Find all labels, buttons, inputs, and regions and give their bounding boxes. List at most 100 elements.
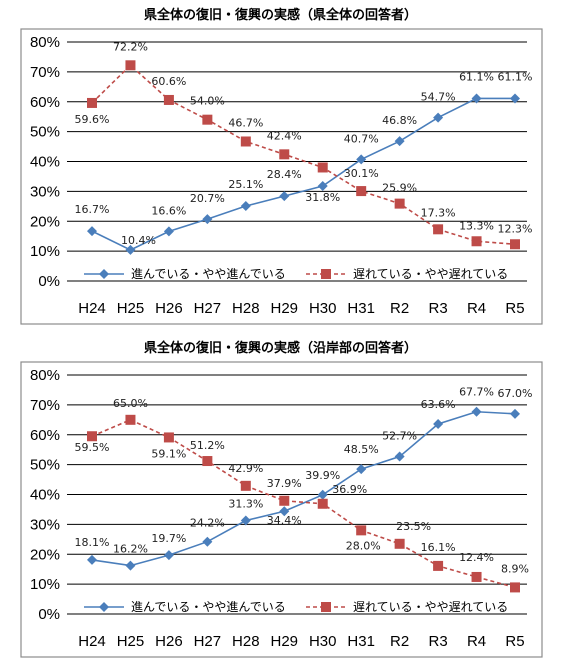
data-point: [433, 560, 444, 571]
data-point: [394, 136, 405, 147]
data-label: 34.4%: [267, 514, 302, 527]
data-label: 28.4%: [267, 168, 302, 181]
data-label: 37.9%: [267, 477, 302, 490]
data-point: [163, 94, 174, 105]
data-point: [433, 224, 444, 235]
data-point: [510, 239, 520, 250]
y-tick-label: 70%: [30, 64, 60, 81]
data-point: [87, 554, 97, 565]
data-label: 25.9%: [382, 182, 417, 195]
data-label: 19.7%: [151, 532, 186, 545]
data-point: [471, 93, 482, 104]
y-tick-label: 30%: [30, 516, 60, 533]
data-label: 48.5%: [344, 443, 379, 456]
data-label: 72.2%: [113, 40, 148, 53]
y-tick-label: 50%: [30, 457, 60, 474]
data-label: 16.2%: [113, 543, 148, 556]
data-point: [356, 464, 367, 475]
x-tick-label: H25: [117, 633, 145, 650]
data-point: [202, 114, 213, 125]
x-tick-label: H27: [194, 633, 222, 650]
data-point: [240, 480, 251, 491]
data-label: 40.7%: [344, 132, 379, 145]
x-tick-label: H31: [347, 300, 375, 317]
data-point: [317, 489, 328, 500]
legend-marker: [321, 602, 331, 612]
y-tick-label: 10%: [30, 243, 60, 260]
y-tick-label: 20%: [30, 546, 60, 563]
data-label: 12.3%: [498, 222, 533, 235]
data-label: 59.1%: [151, 447, 186, 460]
data-point: [433, 112, 444, 123]
legend-marker: [321, 269, 331, 279]
x-tick-label: H30: [309, 633, 337, 650]
data-label: 24.2%: [190, 517, 225, 530]
data-label: 65.0%: [113, 397, 148, 410]
x-tick-label: R2: [390, 633, 409, 650]
chart-title-coastal: 県全体の復旧・復興の実感（沿岸部の回答者）: [143, 341, 417, 356]
data-point: [125, 60, 136, 71]
data-label: 17.3%: [421, 206, 456, 219]
data-label: 54.0%: [190, 95, 225, 108]
x-tick-label: H27: [194, 300, 222, 317]
data-label: 25.1%: [228, 178, 263, 191]
data-label: 28.0%: [346, 539, 381, 552]
data-point: [356, 525, 367, 536]
data-label: 8.9%: [501, 562, 529, 575]
x-tick-label: R3: [428, 300, 447, 317]
data-point: [125, 414, 136, 425]
data-point: [240, 201, 251, 212]
data-point: [471, 236, 482, 247]
x-tick-label: H28: [232, 300, 260, 317]
y-tick-label: 30%: [30, 183, 60, 200]
data-label: 12.4%: [459, 551, 494, 564]
data-point: [163, 432, 174, 443]
x-tick-label: R3: [428, 633, 447, 650]
x-tick-label: H26: [155, 300, 183, 317]
data-label: 51.2%: [190, 439, 225, 452]
x-tick-label: H29: [271, 300, 299, 317]
data-point: [125, 244, 136, 255]
data-label: 46.8%: [382, 114, 417, 127]
y-tick-label: 40%: [30, 487, 60, 504]
x-tick-label: H24: [78, 633, 106, 650]
y-tick-label: 10%: [30, 576, 60, 593]
data-point: [87, 97, 97, 108]
data-label: 42.9%: [228, 462, 263, 475]
data-label: 67.7%: [459, 386, 494, 399]
data-point: [279, 506, 290, 517]
data-label: 16.7%: [75, 203, 110, 216]
x-tick-label: H24: [78, 300, 106, 317]
data-point: [163, 550, 174, 561]
data-label: 61.1%: [459, 70, 494, 83]
x-tick-label: R5: [505, 300, 524, 317]
data-point: [279, 495, 290, 506]
y-tick-label: 0%: [38, 273, 60, 290]
y-tick-label: 50%: [30, 124, 60, 141]
legend-label: 遅れている・やや遅れている: [353, 600, 508, 614]
data-point: [240, 136, 251, 147]
y-tick-label: 60%: [30, 94, 60, 111]
data-point: [202, 214, 213, 225]
data-point: [510, 93, 520, 104]
legend-marker: [99, 269, 109, 279]
data-point: [394, 538, 405, 549]
data-label: 42.4%: [267, 129, 302, 142]
legend-label: 進んでいる・やや進んでいる: [131, 600, 286, 614]
data-label: 59.6%: [75, 113, 110, 126]
data-point: [433, 418, 444, 429]
data-point: [240, 515, 251, 526]
data-point: [510, 582, 520, 593]
data-point: [394, 451, 405, 462]
y-tick-label: 40%: [30, 154, 60, 171]
chart-coastal-respondents: 0% 10% 20% 30% 40% 50% 60% 70% 80% H24 H25 H26 H27 H2…: [20, 361, 543, 658]
data-label: 10.4%: [121, 234, 156, 247]
data-point: [471, 571, 482, 582]
data-point: [394, 198, 405, 209]
data-point: [202, 536, 213, 547]
data-label: 31.3%: [228, 497, 263, 510]
data-point: [471, 406, 482, 417]
x-tick-label: H28: [232, 633, 260, 650]
legend-marker: [99, 602, 109, 612]
data-label: 61.1%: [498, 70, 533, 83]
